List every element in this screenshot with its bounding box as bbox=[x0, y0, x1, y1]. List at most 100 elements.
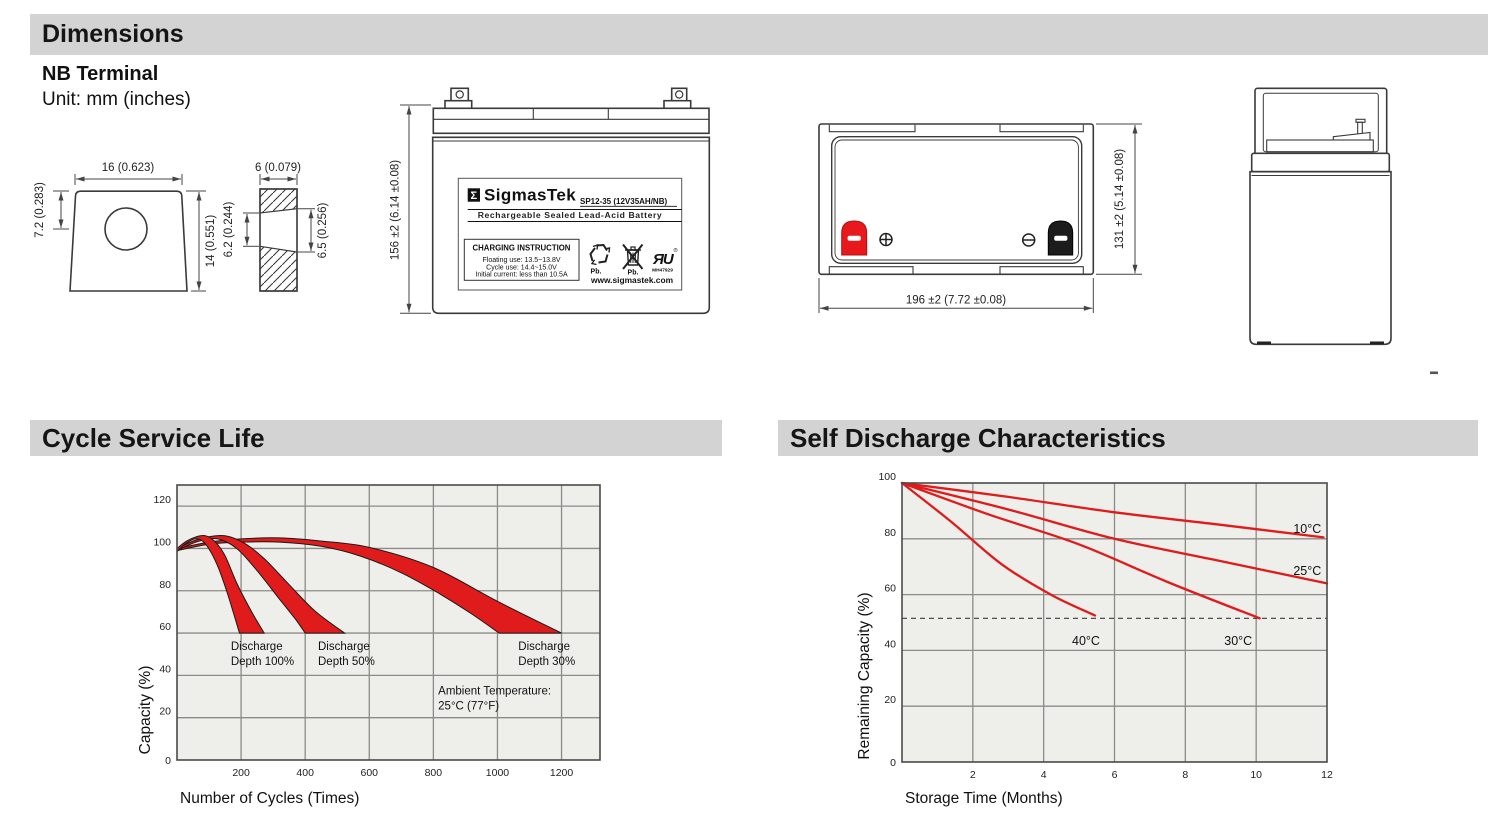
dim-top-width: 196 ±2 (7.72 ±0.08) bbox=[906, 295, 1006, 307]
chart-annotation: Depth 50% bbox=[318, 656, 375, 668]
sigma-logo-icon bbox=[467, 188, 480, 202]
plot-area: 10°C 25°C 30°C 40°C 0 20 40 60 80 100 2 4 6 8 10 12 bbox=[878, 471, 1333, 781]
series-label: 40°C bbox=[1072, 634, 1100, 648]
y-tick-label: 120 bbox=[153, 494, 171, 506]
positive-polarity-icon bbox=[879, 232, 893, 247]
x-tick-label: 6 bbox=[1112, 769, 1118, 781]
ul-mark-icon: ЯU ® MH47929 bbox=[652, 247, 678, 274]
pb-recycle-label: Pb. bbox=[591, 269, 602, 276]
pb-bin-label: Pb. bbox=[628, 270, 639, 277]
negative-terminal bbox=[1047, 220, 1074, 256]
chart-annotation: Discharge bbox=[318, 641, 370, 653]
negative-polarity-icon bbox=[1021, 233, 1036, 247]
chart-annotation: Depth 30% bbox=[518, 656, 575, 668]
y-tick-label: 100 bbox=[878, 471, 896, 483]
y-tick-label: 20 bbox=[884, 694, 896, 706]
dim-hole-right: 6.5 (0.256) bbox=[317, 203, 329, 259]
page-mark bbox=[1430, 371, 1438, 375]
battery-side-view-drawing bbox=[1249, 87, 1438, 375]
x-tick-label: 800 bbox=[425, 767, 443, 779]
band-discharge-depth-100- bbox=[176, 534, 266, 634]
y-tick-label: 80 bbox=[884, 527, 896, 539]
x-tick-label: 1000 bbox=[486, 767, 510, 779]
unit-note: Unit: mm (inches) bbox=[42, 89, 191, 110]
series-label: 10°C bbox=[1293, 522, 1321, 536]
width-dimension: 196 ±2 (7.72 ±0.08) bbox=[818, 278, 1094, 313]
cycle-service-life-chart: 0 20 40 60 80 100 120 200 400 600 800 1000 1200 Disch… bbox=[137, 484, 601, 807]
dim-terminal-width: 16 (0.623) bbox=[102, 162, 155, 174]
y-tick-label: 0 bbox=[165, 755, 171, 767]
dim-section-width: 6 (0.079) bbox=[255, 162, 301, 174]
positive-terminal bbox=[841, 220, 868, 256]
chart-annotation: Discharge bbox=[231, 641, 283, 653]
dim-terminal-height-upper: 7.2 (0.283) bbox=[34, 182, 46, 238]
x-tick-label: 12 bbox=[1321, 769, 1333, 781]
dim-battery-height: 156 ±2 (6.14 ±0.08) bbox=[390, 160, 402, 260]
self-discharge-title: Self Discharge Characteristics bbox=[790, 422, 1166, 453]
plot-area: 0 20 40 60 80 100 120 200 400 600 800 1000 1200 Disch… bbox=[153, 484, 601, 779]
dim-terminal-height-full: 14 (0.551) bbox=[205, 215, 217, 268]
y-tick-label: 80 bbox=[159, 579, 171, 591]
svg-text:ЯU: ЯU bbox=[652, 251, 675, 268]
x-tick-label: 200 bbox=[232, 767, 250, 779]
charging-line-2: Cycle use: 14.4~15.0V bbox=[486, 264, 557, 271]
recycle-pb-icon bbox=[589, 243, 611, 266]
terminal-dimension-drawing: 16 (0.623) 7.2 (0.283) 14 (0.551) 6 (0.0… bbox=[34, 162, 329, 292]
x-tick-label: 600 bbox=[361, 767, 379, 779]
brand-name: SigmasTek bbox=[484, 186, 576, 205]
cycle-life-title: Cycle Service Life bbox=[42, 422, 265, 453]
battery-type-text: Rechargeable Sealed Lead-Acid Battery bbox=[478, 210, 663, 220]
x-axis-title: Storage Time (Months) bbox=[905, 790, 1063, 807]
section-header-self-discharge: Self Discharge Characteristics bbox=[778, 420, 1478, 456]
section-header-cycle-life: Cycle Service Life bbox=[30, 420, 722, 456]
y-tick-label: 0 bbox=[890, 757, 896, 769]
sigma-glyph: Σ bbox=[470, 190, 477, 202]
chart-annotation: 25°C (77°F) bbox=[438, 700, 499, 712]
terminal-front-view: 16 (0.623) 7.2 (0.283) 14 (0.551) bbox=[34, 162, 217, 292]
x-axis-title: Number of Cycles (Times) bbox=[180, 790, 359, 807]
dimensions-title: Dimensions bbox=[42, 20, 184, 48]
charging-instruction-box: CHARGING INSTRUCTION Floating use: 13.5~… bbox=[463, 238, 580, 281]
battery-terminal-right bbox=[663, 87, 692, 110]
charging-line-1: Floating use: 13.5~13.8V bbox=[482, 257, 560, 264]
series-line-30-c bbox=[900, 481, 1261, 620]
depth-dimension: 131 ±2 (5.14 ±0.08) bbox=[1096, 123, 1142, 275]
series-line-10-c bbox=[900, 481, 1325, 539]
x-tick-label: 10 bbox=[1250, 769, 1262, 781]
chart-annotation: Discharge bbox=[518, 641, 570, 653]
battery-top-view-drawing: 196 ±2 (7.72 ±0.08) 131 ±2 (5.14 ±0.08) bbox=[818, 123, 1142, 313]
charging-title: CHARGING INSTRUCTION bbox=[473, 244, 571, 253]
height-dimension: 156 ±2 (6.14 ±0.08) bbox=[390, 104, 431, 314]
terminal-type-title: NB Terminal bbox=[42, 63, 159, 85]
side-view-case bbox=[1249, 87, 1392, 346]
x-tick-label: 400 bbox=[296, 767, 314, 779]
y-tick-label: 60 bbox=[159, 621, 171, 633]
series-label: 25°C bbox=[1293, 564, 1321, 578]
series-label: 30°C bbox=[1224, 634, 1252, 648]
series-line-40-c bbox=[900, 481, 1097, 617]
crossed-bin-pb-icon bbox=[622, 243, 644, 270]
chart-annotation: Ambient Temperature: bbox=[438, 685, 551, 697]
x-tick-label: 8 bbox=[1182, 769, 1188, 781]
terminal-section-view: 6 (0.079) 6.2 (0.244) 6.5 (0.256) bbox=[223, 162, 329, 292]
ul-file-number: MH47929 bbox=[652, 268, 673, 274]
x-tick-label: 1200 bbox=[550, 767, 574, 779]
battery-terminal-left bbox=[444, 87, 473, 110]
y-axis-title: Remaining Capacity (%) bbox=[856, 592, 873, 759]
y-tick-label: 20 bbox=[159, 706, 171, 718]
website-text: www.sigmastek.com bbox=[590, 275, 673, 285]
chart-annotation: Depth 100% bbox=[231, 656, 294, 668]
x-tick-label: 2 bbox=[970, 769, 976, 781]
ul-registered-symbol: ® bbox=[674, 247, 678, 254]
self-discharge-chart: 10°C 25°C 30°C 40°C 0 20 40 60 80 100 2 4 6 8 10 12 Rem… bbox=[856, 471, 1333, 807]
y-tick-label: 100 bbox=[153, 536, 171, 548]
dim-hole-left: 6.2 (0.244) bbox=[223, 202, 235, 258]
y-tick-label: 40 bbox=[159, 663, 171, 675]
y-tick-label: 40 bbox=[884, 638, 896, 650]
section-header-dimensions: Dimensions bbox=[30, 14, 1488, 55]
series-line-25-c bbox=[900, 481, 1329, 585]
battery-label: Σ SigmasTek SP12-35 (12V35AH/NB) Recharg… bbox=[457, 177, 683, 291]
battery-front-view-drawing: 156 ±2 (6.14 ±0.08) Σ SigmasTek SP12-35 … bbox=[390, 87, 711, 315]
model-number: SP12-35 (12V35AH/NB) bbox=[580, 197, 667, 206]
